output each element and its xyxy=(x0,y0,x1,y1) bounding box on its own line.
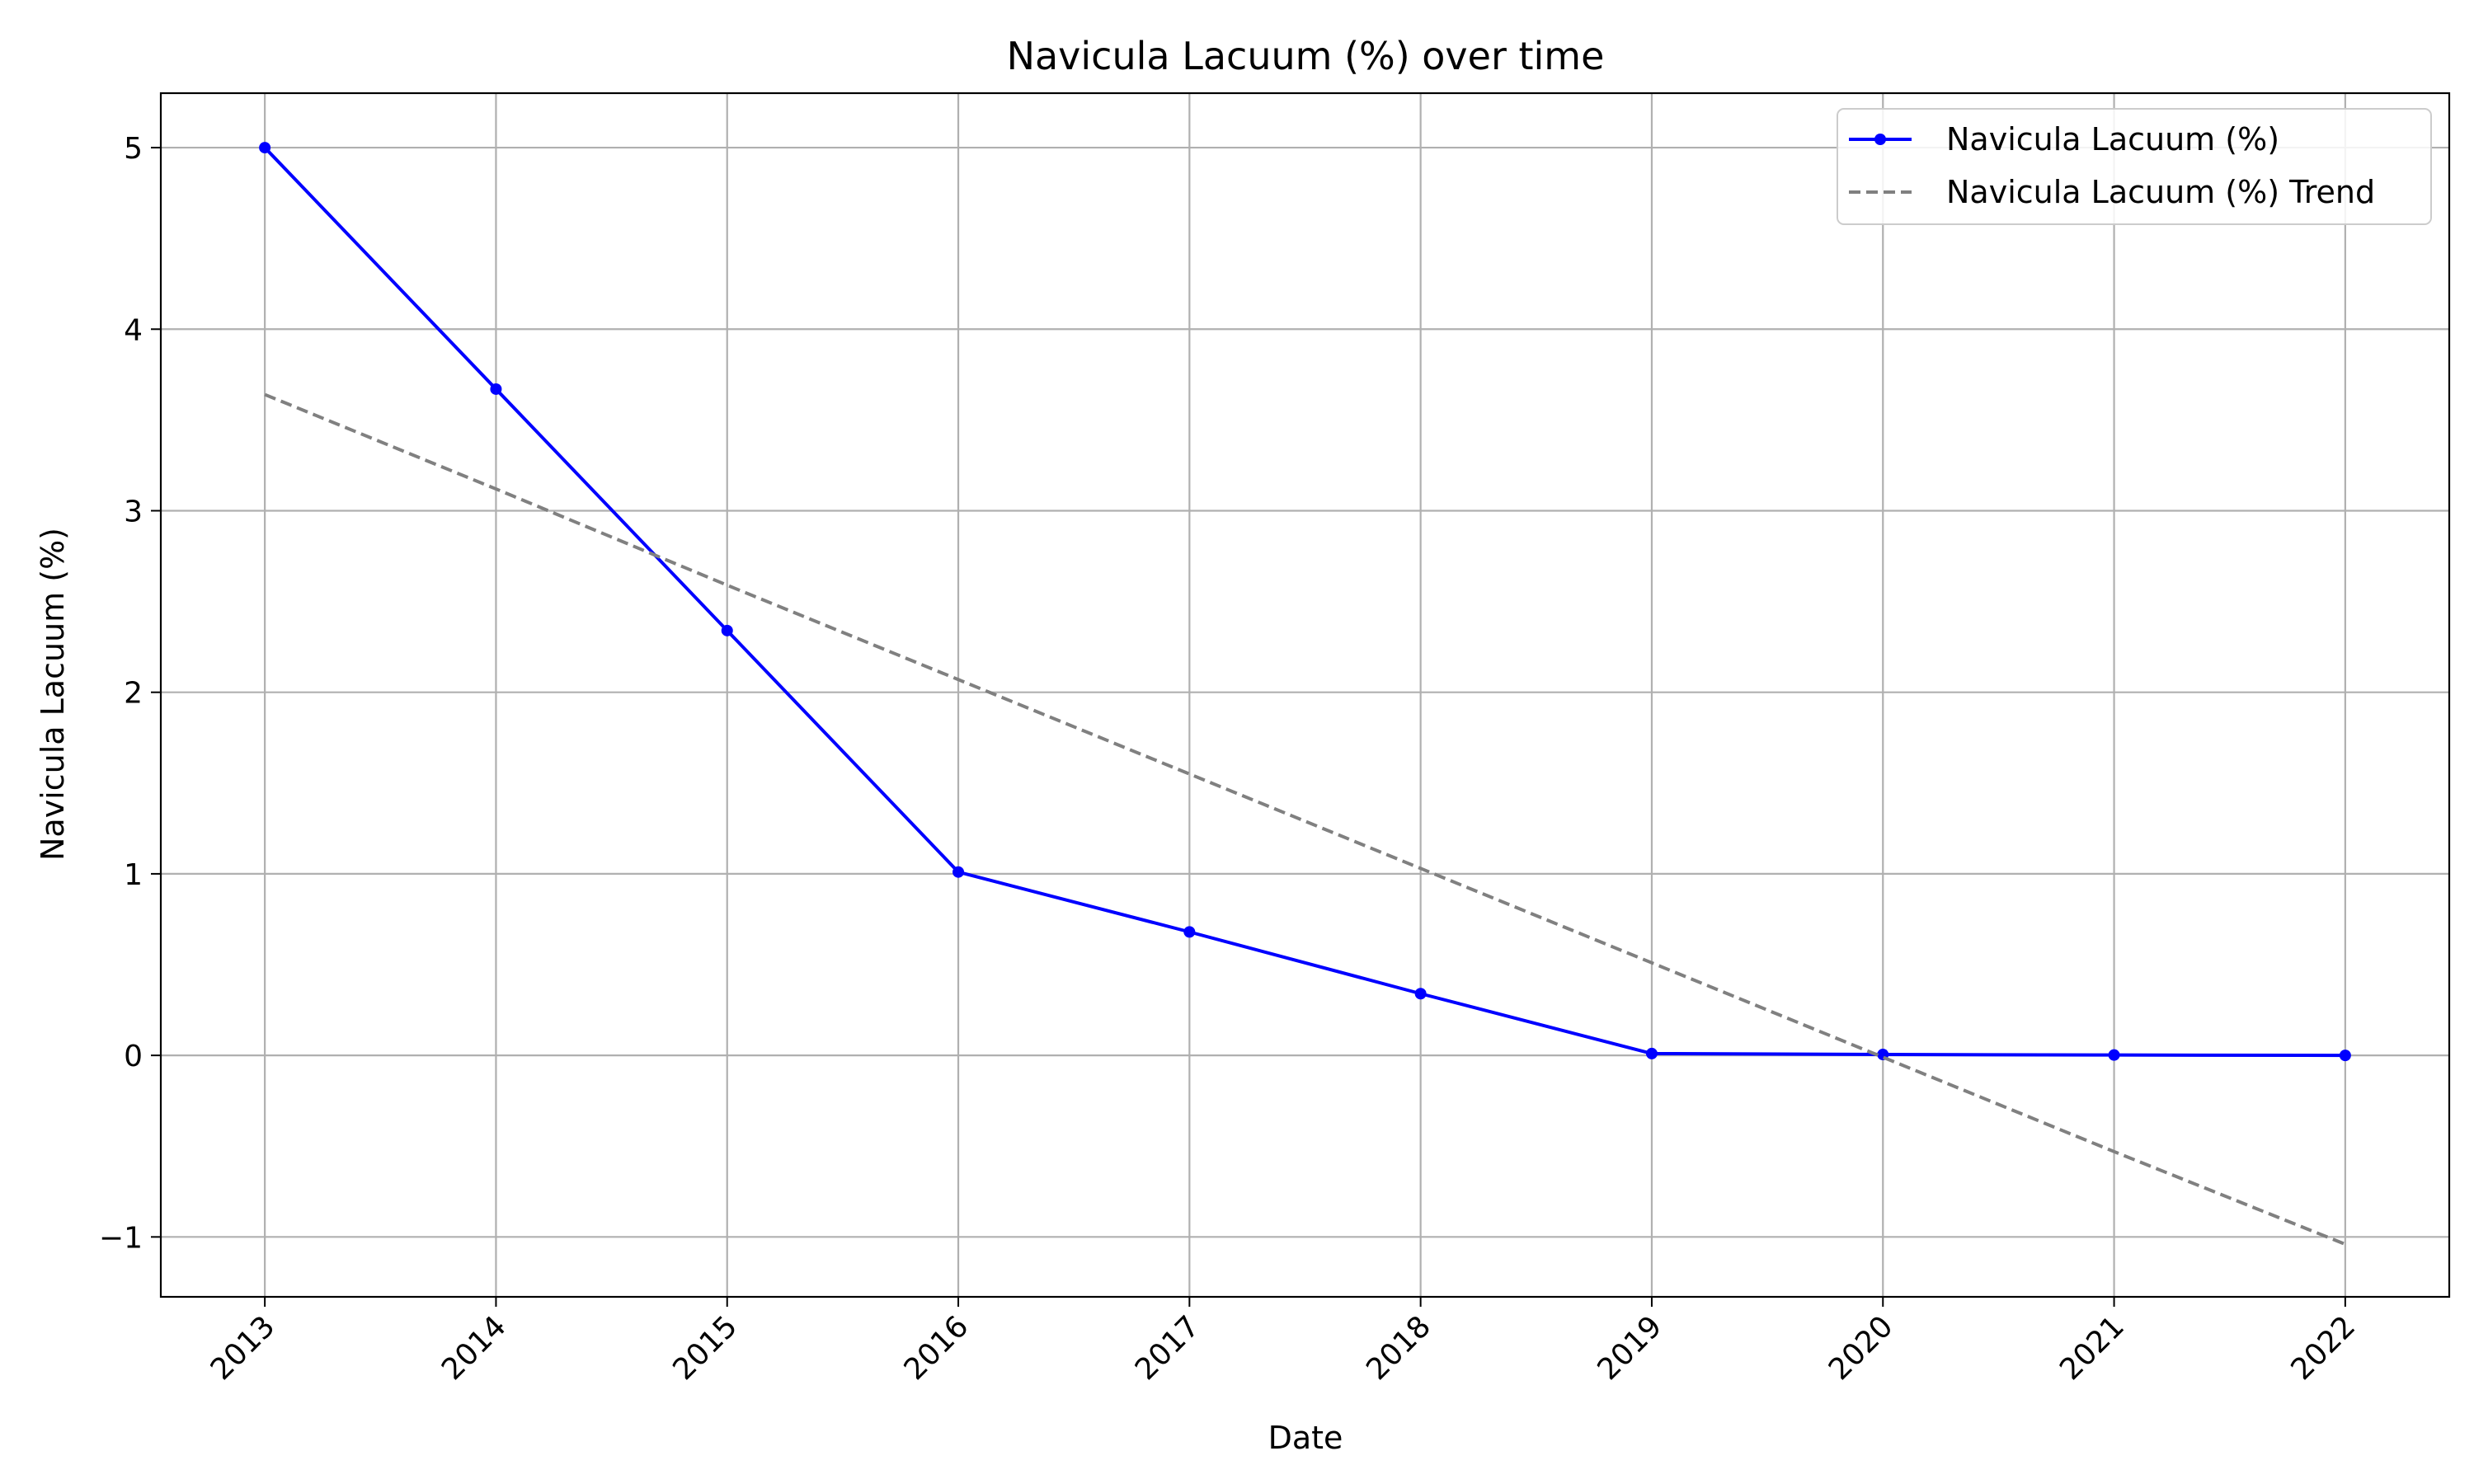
data-point xyxy=(1414,988,1427,1000)
y-tick-label: 0 xyxy=(124,1040,143,1073)
data-point xyxy=(721,624,733,636)
series-line xyxy=(264,392,2346,1246)
y-axis-label: Navicula Lacuum (%) xyxy=(35,528,71,861)
chart-title: Navicula Lacuum (%) over time xyxy=(1007,34,1605,78)
data-point xyxy=(259,142,271,154)
y-tick-label: 3 xyxy=(124,495,143,528)
legend-label: Navicula Lacuum (%) xyxy=(1946,121,2279,157)
y-axis-ticks: −1 0 1 2 3 4 5 xyxy=(99,132,161,1255)
y-tick-label: 2 xyxy=(124,677,143,711)
plot-frame xyxy=(159,92,2451,1298)
legend-marker xyxy=(1874,134,1886,145)
data-point xyxy=(952,866,965,878)
y-tick-label: 1 xyxy=(124,858,143,892)
data-point xyxy=(490,383,502,395)
legend-label: Navicula Lacuum (%) Trend xyxy=(1946,174,2375,210)
data-point xyxy=(2339,1050,2351,1062)
data-point xyxy=(1645,1047,1658,1059)
grid xyxy=(161,93,2449,1297)
x-axis-label: Date xyxy=(1268,1420,1343,1456)
y-tick-label: −1 xyxy=(99,1221,143,1255)
legend: Navicula Lacuum (%) Navicula Lacuum (%) T… xyxy=(1837,108,2432,225)
legend-box xyxy=(1837,108,2432,225)
series-layer xyxy=(259,142,2351,1246)
data-point xyxy=(2108,1049,2120,1061)
data-point xyxy=(1183,926,1196,938)
y-tick-label: 5 xyxy=(124,132,143,166)
series-line xyxy=(263,146,2345,1058)
y-tick-label: 4 xyxy=(124,313,143,347)
